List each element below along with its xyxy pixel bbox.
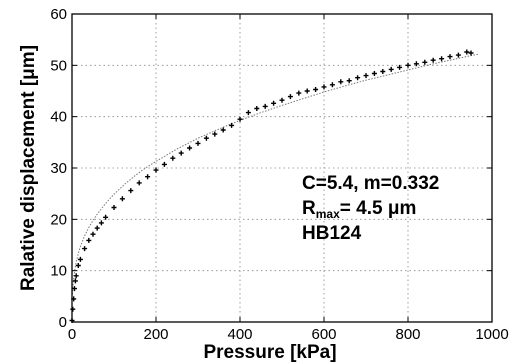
x-tick-label: 600 xyxy=(311,326,336,343)
data-point xyxy=(229,122,235,128)
grid xyxy=(72,14,492,322)
data-point xyxy=(287,94,293,100)
data-point xyxy=(363,73,369,79)
data-point xyxy=(136,180,142,186)
data-point xyxy=(468,50,474,56)
data-point xyxy=(145,174,151,180)
data-point xyxy=(304,88,310,94)
y-axis-label: Ralative displacement [μm] xyxy=(18,45,39,291)
data-point xyxy=(103,214,109,220)
data-point xyxy=(70,306,76,312)
fit-curve xyxy=(71,53,480,295)
data-point xyxy=(455,52,461,58)
data-point xyxy=(422,59,428,65)
y-tick-label: 40 xyxy=(50,109,67,126)
data-point xyxy=(313,87,319,92)
data-point xyxy=(338,79,344,85)
data-point xyxy=(262,103,268,109)
data-point xyxy=(296,90,302,96)
data-point xyxy=(98,220,104,226)
data-point xyxy=(329,82,335,88)
data-point xyxy=(72,278,78,284)
data-point xyxy=(94,225,100,231)
data-point xyxy=(111,205,117,210)
y-tick-label: 0 xyxy=(59,314,67,331)
data-point xyxy=(119,196,125,202)
data-point xyxy=(82,246,88,252)
data-points xyxy=(69,49,474,323)
data-point xyxy=(237,116,243,122)
annotation-line-2: Rmax= 4.5 μm xyxy=(302,198,416,221)
y-tick-label: 10 xyxy=(50,263,67,280)
annotation-rmax-subscript: max xyxy=(316,207,340,221)
x-tick-label: 400 xyxy=(227,326,252,343)
x-tick-label: 200 xyxy=(143,326,168,343)
data-point xyxy=(170,155,176,161)
data-point xyxy=(405,62,411,68)
data-point xyxy=(72,286,77,292)
data-point xyxy=(245,110,251,116)
data-point xyxy=(90,231,96,237)
data-point xyxy=(279,97,285,103)
data-point xyxy=(153,167,159,173)
annotation-line-3: HB124 xyxy=(302,223,362,244)
x-tick-label: 1000 xyxy=(475,326,508,343)
annotation-line-1: C=5.4, m=0.332 xyxy=(302,173,439,194)
data-point xyxy=(203,135,209,141)
data-point xyxy=(187,145,193,151)
x-tick-label: 800 xyxy=(395,326,420,343)
data-point xyxy=(128,188,134,194)
x-axis-label: Pressure [kPa] xyxy=(203,342,336,363)
data-point xyxy=(75,263,81,268)
fit-curve-path xyxy=(71,53,480,295)
data-point xyxy=(439,56,445,62)
data-point xyxy=(397,64,403,70)
x-tick-label: 0 xyxy=(68,326,76,343)
data-point xyxy=(254,106,260,111)
data-point xyxy=(86,237,92,243)
data-point xyxy=(464,49,470,55)
data-point xyxy=(355,75,361,81)
annotation-rmax-value: = 4.5 μm xyxy=(340,198,417,219)
data-point xyxy=(73,273,79,279)
data-point xyxy=(371,71,377,76)
data-point xyxy=(212,131,218,137)
data-point xyxy=(346,78,352,84)
y-tick-label: 30 xyxy=(50,160,67,177)
annotation-rmax-symbol: R xyxy=(302,198,316,219)
data-point xyxy=(430,57,436,63)
data-point xyxy=(161,161,167,167)
y-tick-label: 20 xyxy=(50,211,67,228)
annotation: C=5.4, m=0.332 Rmax= 4.5 μm HB124 xyxy=(302,173,439,244)
data-point xyxy=(220,127,226,133)
data-point xyxy=(413,61,419,67)
data-point xyxy=(380,69,386,74)
data-point xyxy=(77,256,83,262)
data-point xyxy=(447,54,453,60)
y-tick-label: 50 xyxy=(50,57,67,74)
data-point xyxy=(195,140,201,146)
data-point xyxy=(321,84,327,90)
data-point xyxy=(388,66,394,72)
y-axis-ticks: 0 10 20 30 40 50 60 xyxy=(50,6,492,331)
y-tick-label: 60 xyxy=(50,6,67,23)
data-point xyxy=(271,100,277,106)
x-axis-ticks: 0 200 400 600 800 1000 xyxy=(68,14,509,343)
data-point xyxy=(178,150,184,156)
